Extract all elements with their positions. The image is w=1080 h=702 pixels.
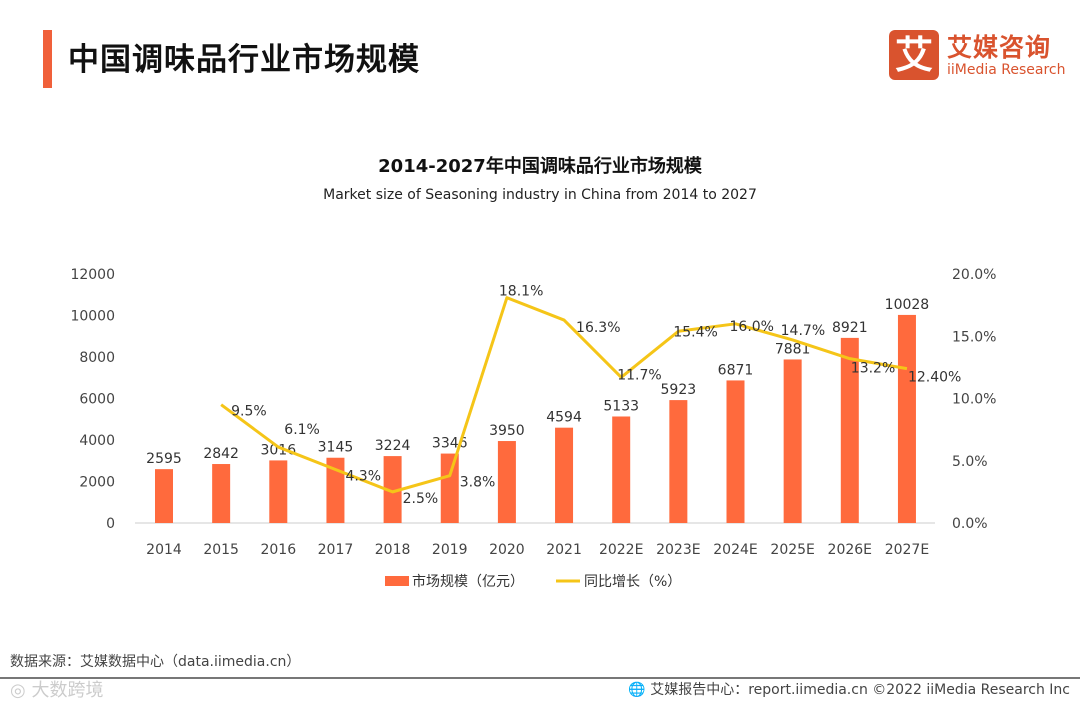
y-left-tick-label: 4000 (79, 433, 115, 449)
y-right-tick-label: 10.0% (952, 392, 996, 408)
bar-value-label: 7881 (775, 341, 811, 357)
growth-value-label: 12.40% (908, 370, 961, 386)
bar-value-label: 3016 (260, 442, 296, 458)
bar (555, 427, 574, 523)
x-tick-label: 2027E (885, 542, 929, 558)
bar-value-label: 8921 (832, 320, 868, 336)
x-tick-label: 2019 (432, 542, 468, 558)
x-tick-label: 2026E (828, 542, 872, 558)
watermark-logo-icon: ◎ (10, 680, 26, 701)
growth-value-label: 15.4% (673, 324, 717, 340)
x-tick-label: 2014 (146, 542, 182, 558)
y-right-tick-label: 5.0% (952, 454, 988, 470)
x-tick-label: 2018 (375, 542, 411, 558)
bar (726, 380, 745, 523)
watermark-text: 大数跨境 (31, 680, 104, 701)
x-tick-label: 2015 (203, 542, 239, 558)
growth-value-label: 4.3% (345, 468, 381, 484)
logo-mark: 艾 (889, 30, 939, 80)
legend-line-label: 同比增长（%） (584, 574, 681, 590)
bar (212, 464, 231, 523)
footer-text: 艾媒报告中心：report.iimedia.cn ©2022 iiMedia R… (650, 682, 1070, 698)
y-right-tick-label: 15.0% (952, 329, 996, 345)
bar-value-label: 5133 (603, 398, 639, 414)
x-tick-label: 2022E (599, 542, 643, 558)
x-tick-label: 2024E (713, 542, 757, 558)
bar (612, 416, 631, 523)
bar (326, 457, 345, 523)
bar (783, 359, 802, 523)
y-left-tick-label: 0 (106, 516, 115, 532)
growth-value-label: 16.0% (730, 319, 774, 335)
x-tick-label: 2023E (656, 542, 700, 558)
x-tick-label: 2021 (546, 542, 582, 558)
chart-title: 2014-2027年中国调味品行业市场规模 (378, 156, 702, 177)
bar (155, 469, 173, 523)
footer: 🌐 艾媒报告中心：report.iimedia.cn ©2022 iiMedia… (628, 681, 1070, 699)
y-right-tick-label: 0.0% (952, 516, 988, 532)
bar (440, 453, 459, 523)
logo-cn: 艾媒咨询 (947, 33, 1052, 62)
growth-value-label: 3.8% (460, 475, 496, 491)
growth-value-label: 11.7% (617, 367, 661, 383)
y-left-tick-label: 8000 (79, 350, 115, 366)
logo-en: iiMedia Research (947, 62, 1066, 78)
growth-value-label: 18.1% (499, 284, 543, 300)
bar-value-label: 6871 (718, 362, 754, 378)
bar-value-label: 3145 (318, 440, 354, 456)
bar-value-label: 2595 (146, 451, 182, 467)
x-tick-label: 2025E (770, 542, 814, 558)
watermark: ◎ 大数跨境 (10, 681, 103, 701)
data-source: 数据来源：艾媒数据中心（data.iimedia.cn） (10, 654, 301, 670)
bar (497, 441, 516, 523)
bar-value-label: 10028 (885, 297, 930, 313)
y-left-tick-label: 6000 (79, 392, 115, 408)
bar (840, 337, 859, 523)
footer-divider (0, 677, 1080, 679)
growth-line (220, 296, 908, 494)
bar-value-label: 2842 (203, 446, 239, 462)
globe-icon: 🌐 (628, 682, 646, 698)
y-left-tick-label: 12000 (70, 267, 115, 283)
bar (383, 456, 402, 523)
growth-value-label: 14.7% (781, 323, 825, 339)
growth-value-label: 13.2% (851, 361, 895, 377)
y-left-tick-label: 10000 (70, 309, 115, 325)
bar (897, 314, 916, 523)
title-accent-bar (43, 30, 52, 88)
chart: 0 2000 4000 6000 8000 10000 12000 0.0% 5.0% 10.0%… (70, 267, 996, 590)
x-tick-label: 2020 (489, 542, 525, 558)
bar-value-label: 3950 (489, 423, 525, 439)
bar-value-label: 5923 (661, 382, 697, 398)
x-tick-label: 2016 (260, 542, 296, 558)
x-tick-label: 2017 (318, 542, 354, 558)
iimedia-logo: 艾 艾媒咨询 iiMedia Research (889, 30, 1066, 82)
y-right-tick-label: 20.0% (952, 267, 996, 283)
growth-value-label: 2.5% (403, 491, 439, 507)
growth-value-label: 9.5% (231, 404, 267, 420)
legend-bar-label: 市场规模（亿元） (412, 573, 524, 590)
growth-value-label: 16.3% (576, 320, 620, 336)
page-title: 中国调味品行业市场规模 (68, 42, 420, 78)
bar-value-label: 3224 (375, 438, 411, 454)
growth-value-label: 6.1% (284, 422, 320, 438)
bar-value-label: 4594 (546, 410, 582, 426)
bar (669, 400, 688, 523)
legend-bar-swatch (385, 576, 409, 586)
y-left-tick-label: 2000 (79, 475, 115, 491)
bar (269, 460, 288, 523)
chart-subtitle: Market size of Seasoning industry in Chi… (323, 187, 757, 203)
